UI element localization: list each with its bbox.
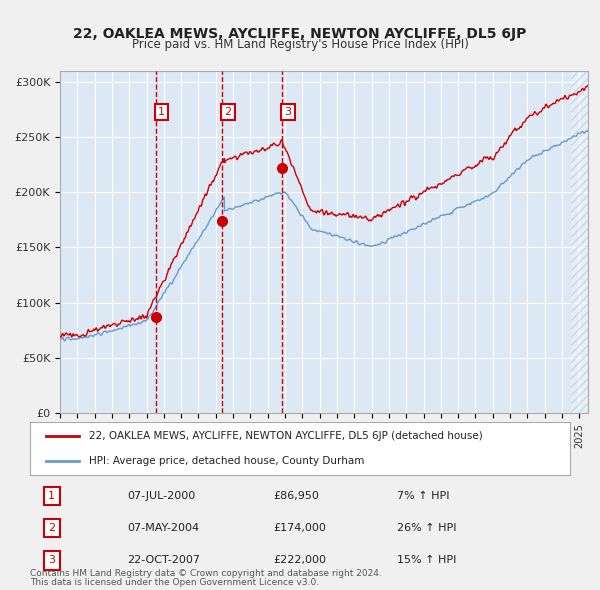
Text: £174,000: £174,000: [273, 523, 326, 533]
Text: Price paid vs. HM Land Registry's House Price Index (HPI): Price paid vs. HM Land Registry's House …: [131, 38, 469, 51]
Text: 22-OCT-2007: 22-OCT-2007: [127, 555, 200, 565]
Text: 22, OAKLEA MEWS, AYCLIFFE, NEWTON AYCLIFFE, DL5 6JP (detached house): 22, OAKLEA MEWS, AYCLIFFE, NEWTON AYCLIF…: [89, 431, 483, 441]
Text: Contains HM Land Registry data © Crown copyright and database right 2024.: Contains HM Land Registry data © Crown c…: [30, 569, 382, 578]
Text: 2: 2: [48, 523, 55, 533]
Text: 22, OAKLEA MEWS, AYCLIFFE, NEWTON AYCLIFFE, DL5 6JP: 22, OAKLEA MEWS, AYCLIFFE, NEWTON AYCLIF…: [73, 27, 527, 41]
Text: £86,950: £86,950: [273, 491, 319, 501]
Text: This data is licensed under the Open Government Licence v3.0.: This data is licensed under the Open Gov…: [30, 578, 319, 587]
Text: HPI: Average price, detached house, County Durham: HPI: Average price, detached house, Coun…: [89, 455, 365, 466]
Text: 1: 1: [48, 491, 55, 501]
Text: 26% ↑ HPI: 26% ↑ HPI: [397, 523, 457, 533]
Text: 3: 3: [284, 107, 292, 117]
Text: 07-JUL-2000: 07-JUL-2000: [127, 491, 196, 501]
Text: 2: 2: [224, 107, 232, 117]
Text: 3: 3: [48, 555, 55, 565]
Text: 7% ↑ HPI: 7% ↑ HPI: [397, 491, 450, 501]
Text: 07-MAY-2004: 07-MAY-2004: [127, 523, 199, 533]
Text: £222,000: £222,000: [273, 555, 326, 565]
Text: 1: 1: [158, 107, 165, 117]
Text: 15% ↑ HPI: 15% ↑ HPI: [397, 555, 457, 565]
